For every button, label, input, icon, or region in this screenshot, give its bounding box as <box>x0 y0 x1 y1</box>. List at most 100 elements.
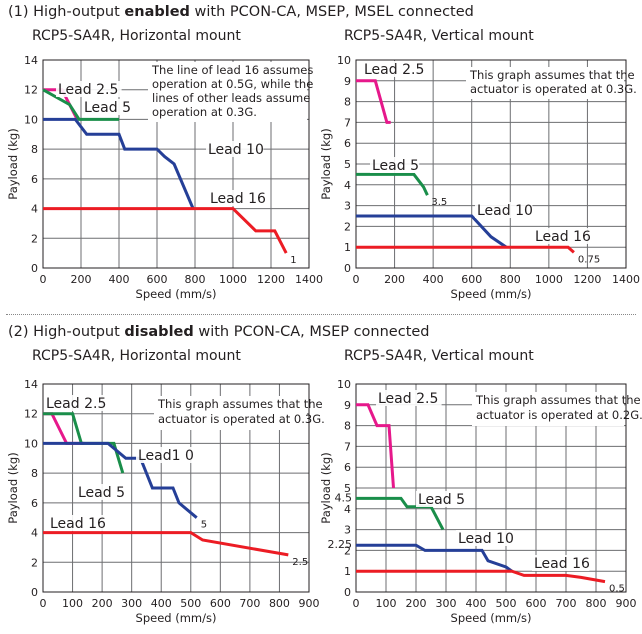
series-label-background <box>44 395 110 411</box>
series-label: Lead 2.5 <box>46 396 106 412</box>
series-label-background <box>475 202 533 218</box>
y-tick-label: 4 <box>344 179 351 192</box>
chart-annotation-line: This graph assumes that the <box>157 397 323 411</box>
y-tick-label: 9 <box>344 75 351 88</box>
y-tick-label: 14 <box>24 378 38 391</box>
y-axis-label: Payload (kg) <box>319 128 333 199</box>
series-label: Lead 16 <box>50 516 106 532</box>
y-tick-label: 9 <box>344 399 351 412</box>
x-tick-label: 700 <box>556 597 577 610</box>
y-tick-label: 2 <box>31 556 38 569</box>
y-tick-label: 0 <box>344 262 351 275</box>
series-end-label: 0.5 <box>609 584 625 595</box>
chart-annotation-line: This graph assumes that the <box>469 68 635 82</box>
plot-frame <box>355 59 627 269</box>
series-label-background <box>76 484 126 500</box>
chart-annotation-line: lines of other leads assume <box>152 91 310 105</box>
series-line-lead-10 <box>356 214 508 249</box>
chart-annotation-line: operation at 0.3G. <box>152 105 257 119</box>
x-tick-label: 800 <box>500 273 521 286</box>
x-tick-label: 0 <box>40 597 47 610</box>
x-axis-label: Speed (mm/s) <box>451 611 532 625</box>
series-label-background <box>533 228 591 244</box>
x-tick-label: 400 <box>423 273 444 286</box>
x-tick-label: 1400 <box>295 273 323 286</box>
chart-3-title: RCP5-SA4R, Horizontal mount <box>32 348 241 364</box>
x-tick-label: 1000 <box>219 273 247 286</box>
x-tick-label: 600 <box>461 273 482 286</box>
y-tick-label: 4.5 <box>335 491 353 504</box>
section-heading-2: (2) High-output disabled with PCON-CA, M… <box>8 324 430 340</box>
x-tick-label: 0 <box>353 273 360 286</box>
y-tick-label: 0 <box>31 262 38 275</box>
series-end-label: 0.75 <box>578 254 600 265</box>
plot-frame <box>42 59 310 269</box>
series-line-lead-16 <box>356 569 606 584</box>
x-tick-label: 1200 <box>573 273 601 286</box>
x-tick-label: 200 <box>92 597 113 610</box>
y-tick-label: 8 <box>31 467 38 480</box>
series-label-background <box>208 190 266 206</box>
y-tick-label: 7 <box>344 440 351 453</box>
y-tick-label: 6 <box>31 497 38 510</box>
section-divider <box>6 314 636 315</box>
x-tick-label: 300 <box>436 597 457 610</box>
y-tick-label: 1 <box>344 565 351 578</box>
chart-2-title: RCP5-SA4R, Vertical mount <box>344 28 534 44</box>
x-tick-label: 400 <box>466 597 487 610</box>
series-label: Lead 2.5 <box>364 62 424 78</box>
series-label: Lead 10 <box>458 531 514 547</box>
series-label-background <box>136 447 194 463</box>
y-tick-label: 2 <box>344 220 351 233</box>
x-axis-label: Speed (mm/s) <box>136 611 217 625</box>
section-heading-2-bold: disabled <box>124 324 194 340</box>
series-label: Lead 2.5 <box>58 82 118 98</box>
section-heading-1-suffix: with PCON-CA, MSEP, MSEL connected <box>189 4 474 20</box>
y-axis-label: Payload (kg) <box>6 452 20 523</box>
series-label: Lead 5 <box>78 485 125 501</box>
x-axis-label: Speed (mm/s) <box>136 287 217 301</box>
y-tick-label: 0 <box>344 586 351 599</box>
x-tick-label: 100 <box>62 597 83 610</box>
y-tick-label: 10 <box>24 113 38 126</box>
series-label-background <box>206 141 264 157</box>
section-heading-2-suffix: with PCON-CA, MSEP connected <box>193 324 430 340</box>
chart-4-title: RCP5-SA4R, Vertical mount <box>344 348 534 364</box>
y-tick-label: 1 <box>344 241 351 254</box>
annotation-background <box>472 392 624 426</box>
x-tick-label: 900 <box>299 597 320 610</box>
y-tick-label: 6 <box>344 137 351 150</box>
y-tick-label: 4 <box>31 203 38 216</box>
series-label-background <box>82 99 132 115</box>
series-label: Lead1 0 <box>138 448 194 464</box>
y-tick-label: 0 <box>31 586 38 599</box>
x-tick-label: 500 <box>496 597 517 610</box>
y-tick-label: 6 <box>344 461 351 474</box>
section-heading-1-prefix: (1) High-output <box>8 4 125 20</box>
series-label: Lead 2.5 <box>378 391 438 407</box>
series-end-label: 3.5 <box>431 197 447 208</box>
y-tick-label: 8 <box>31 143 38 156</box>
y-tick-label: 3 <box>344 524 351 537</box>
series-line-lead-10 <box>43 117 195 210</box>
section-heading-1: (1) High-output enabled with PCON-CA, MS… <box>8 4 474 20</box>
series-label-background <box>416 491 466 507</box>
y-tick-label: 4 <box>31 527 38 540</box>
chart-1-title: RCP5-SA4R, Horizontal mount <box>32 28 241 44</box>
series-line-lead-2-5 <box>356 79 391 124</box>
x-tick-label: 400 <box>109 273 130 286</box>
series-end-label: 1 <box>290 255 296 266</box>
plot-frame <box>42 383 310 593</box>
series-line-lead-16 <box>43 531 289 557</box>
series-line-lead-5 <box>356 496 445 531</box>
series-label-background <box>56 81 122 97</box>
y-tick-label: 2.25 <box>328 538 353 551</box>
chart-annotation-line: actuator is operated at 0.3G. <box>158 412 325 426</box>
series-line-lead-16 <box>43 207 288 254</box>
x-tick-label: 0 <box>40 273 47 286</box>
y-tick-label: 3 <box>344 200 351 213</box>
y-tick-label: 10 <box>337 54 351 67</box>
